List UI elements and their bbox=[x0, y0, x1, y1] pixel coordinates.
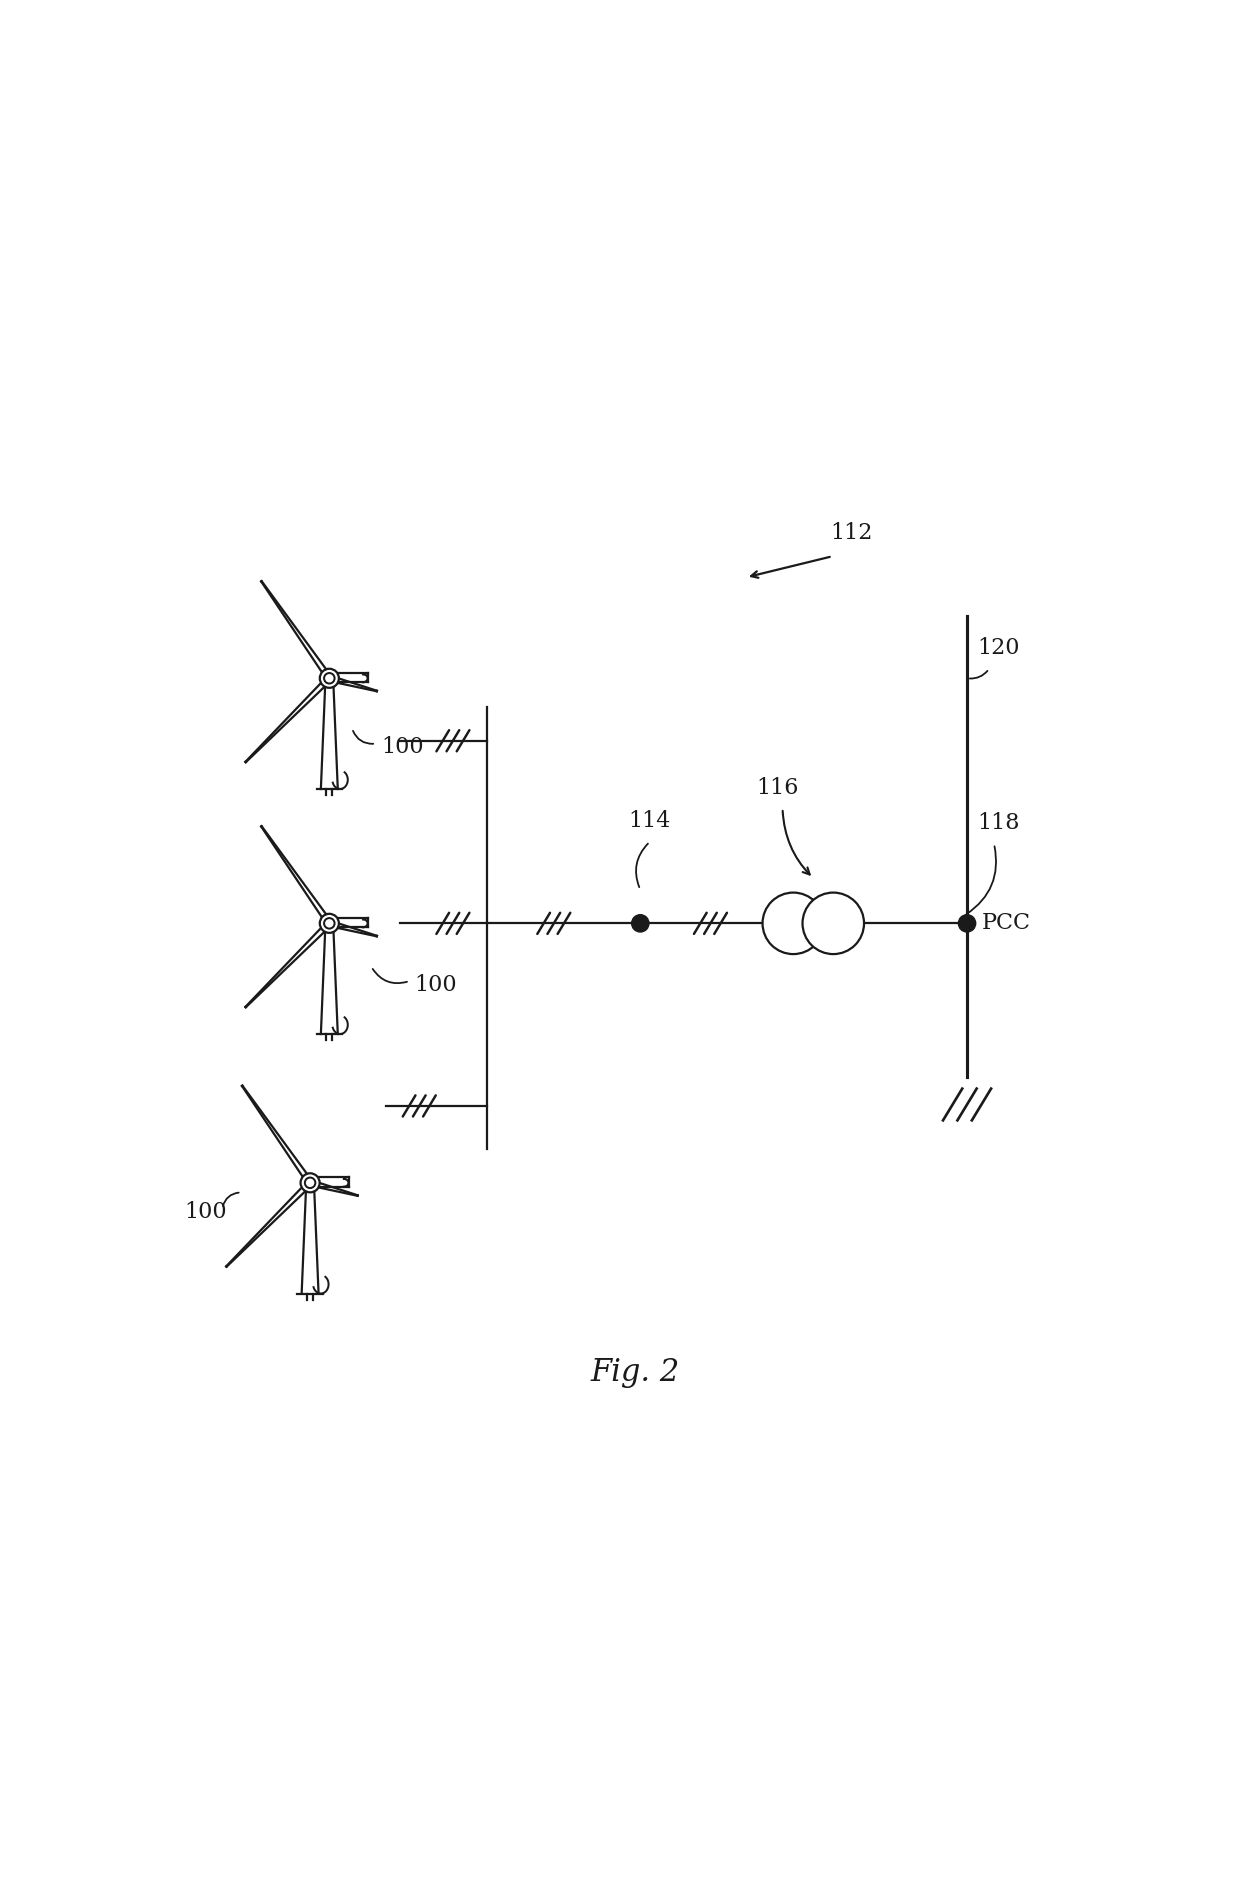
Circle shape bbox=[300, 1173, 320, 1192]
Text: 116: 116 bbox=[756, 777, 799, 798]
Text: 120: 120 bbox=[977, 637, 1021, 659]
Circle shape bbox=[320, 669, 339, 688]
Circle shape bbox=[324, 917, 335, 929]
Text: 118: 118 bbox=[977, 813, 1021, 834]
Text: Fig. 2: Fig. 2 bbox=[591, 1357, 680, 1387]
Circle shape bbox=[959, 915, 976, 932]
Circle shape bbox=[324, 673, 335, 684]
Circle shape bbox=[631, 915, 649, 932]
Circle shape bbox=[320, 913, 339, 932]
Circle shape bbox=[802, 893, 864, 953]
Text: 114: 114 bbox=[629, 811, 671, 832]
Text: 100: 100 bbox=[184, 1201, 227, 1224]
Text: 112: 112 bbox=[831, 521, 873, 544]
Text: 100: 100 bbox=[381, 737, 423, 758]
Text: PCC: PCC bbox=[982, 911, 1030, 934]
Circle shape bbox=[763, 893, 825, 953]
Circle shape bbox=[305, 1177, 315, 1188]
Text: 100: 100 bbox=[414, 974, 458, 995]
